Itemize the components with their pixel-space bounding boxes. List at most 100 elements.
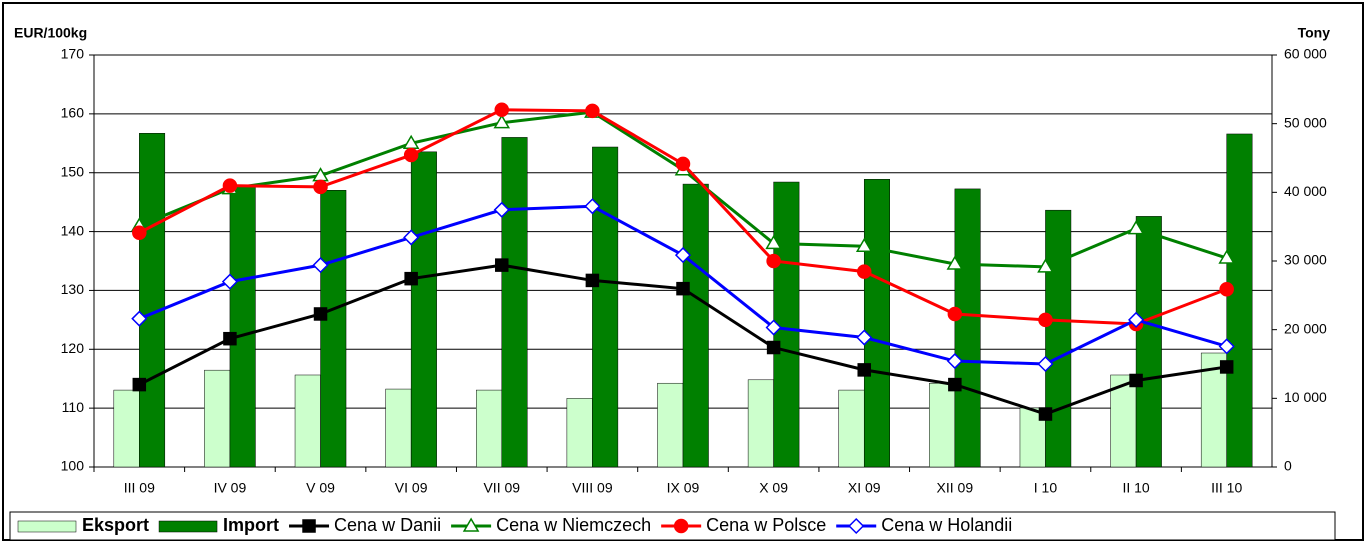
y-tick-label: 110 bbox=[62, 399, 85, 415]
y-tick-label: 100 bbox=[61, 458, 85, 474]
marker bbox=[313, 179, 328, 195]
marker bbox=[765, 234, 782, 250]
y-axis-title: EUR/100kg bbox=[14, 25, 87, 41]
y-tick-label: 150 bbox=[61, 163, 85, 179]
marker bbox=[403, 147, 419, 163]
bar bbox=[1226, 133, 1253, 468]
legend-label: Eksport bbox=[82, 515, 149, 535]
bar bbox=[410, 151, 437, 468]
bar bbox=[294, 374, 321, 468]
bar bbox=[592, 146, 619, 468]
legend-swatch bbox=[158, 520, 218, 533]
legend-label: Cena w Polsce bbox=[706, 515, 826, 535]
marker bbox=[404, 271, 418, 286]
y2-tick-label: 10 000 bbox=[1284, 389, 1327, 405]
x-tick-label: XI 09 bbox=[848, 480, 881, 496]
bar bbox=[929, 382, 956, 468]
bar bbox=[566, 398, 593, 468]
bar bbox=[954, 188, 981, 468]
x-tick-label: XII 09 bbox=[937, 480, 974, 496]
marker bbox=[585, 273, 600, 288]
legend-swatch bbox=[17, 520, 77, 533]
marker bbox=[1038, 407, 1053, 421]
y2-tick-label: 20 000 bbox=[1284, 320, 1327, 336]
bar bbox=[229, 186, 256, 468]
x-tick-label: VI 09 bbox=[395, 480, 428, 496]
marker bbox=[494, 102, 510, 117]
marker bbox=[462, 517, 480, 532]
x-tick-label: II 10 bbox=[1122, 480, 1149, 496]
bar bbox=[385, 388, 412, 468]
marker bbox=[312, 257, 329, 274]
marker bbox=[1218, 338, 1235, 355]
marker bbox=[674, 247, 692, 264]
marker bbox=[856, 329, 873, 346]
marker bbox=[223, 331, 237, 346]
y-tick-label: 160 bbox=[61, 105, 85, 121]
marker bbox=[132, 225, 147, 240]
legend-label: Import bbox=[223, 515, 279, 535]
marker bbox=[1038, 312, 1053, 328]
legend-label: Cena w Danii bbox=[334, 515, 441, 535]
marker bbox=[766, 253, 781, 269]
y-tick-label: 140 bbox=[61, 222, 85, 238]
legend-label: Cena w Niemczech bbox=[496, 515, 651, 535]
marker bbox=[1219, 360, 1234, 374]
bar bbox=[863, 179, 890, 468]
bar bbox=[476, 389, 503, 468]
marker bbox=[585, 103, 600, 119]
bar bbox=[320, 190, 347, 468]
x-tick-label: IV 09 bbox=[214, 480, 247, 496]
marker bbox=[855, 237, 873, 253]
marker bbox=[132, 377, 147, 392]
marker bbox=[673, 518, 689, 534]
marker bbox=[766, 340, 781, 355]
marker bbox=[584, 198, 601, 215]
bar bbox=[747, 379, 774, 468]
marker bbox=[495, 258, 509, 272]
y-tick-label: 120 bbox=[61, 340, 85, 356]
marker bbox=[1127, 220, 1145, 235]
marker bbox=[221, 273, 238, 290]
x-tick-label: X 09 bbox=[759, 480, 788, 496]
marker bbox=[946, 255, 964, 270]
marker bbox=[403, 229, 420, 246]
y2-tick-label: 50 000 bbox=[1284, 114, 1327, 130]
marker bbox=[222, 178, 238, 193]
marker bbox=[1128, 311, 1145, 328]
legend-label: Cena w Holandii bbox=[881, 515, 1012, 535]
marker bbox=[1037, 355, 1054, 373]
bar bbox=[1110, 374, 1137, 468]
marker bbox=[131, 310, 148, 327]
bar bbox=[113, 389, 140, 468]
marker bbox=[765, 319, 782, 336]
y2-tick-label: 0 bbox=[1284, 458, 1292, 474]
bar bbox=[838, 389, 865, 468]
x-tick-label: IX 09 bbox=[667, 480, 700, 496]
bar bbox=[501, 137, 528, 468]
marker bbox=[1037, 258, 1054, 273]
marker bbox=[848, 517, 865, 535]
marker bbox=[1219, 282, 1234, 297]
y-tick-label: 130 bbox=[61, 281, 85, 297]
marker bbox=[493, 201, 510, 218]
marker bbox=[1129, 373, 1143, 388]
legend-box bbox=[9, 511, 1336, 541]
marker bbox=[302, 519, 316, 533]
marker bbox=[948, 377, 962, 392]
x-tick-label: VIII 09 bbox=[572, 480, 613, 496]
x-tick-label: VII 09 bbox=[483, 480, 520, 496]
y2-axis-title: Tony bbox=[1298, 25, 1331, 41]
marker bbox=[856, 264, 872, 279]
y2-tick-label: 30 000 bbox=[1284, 252, 1327, 268]
marker bbox=[946, 352, 963, 370]
marker bbox=[857, 363, 871, 377]
marker bbox=[313, 307, 328, 321]
bar bbox=[1045, 209, 1072, 468]
marker bbox=[493, 114, 511, 129]
y2-tick-label: 40 000 bbox=[1284, 183, 1327, 199]
bar bbox=[139, 133, 166, 468]
y2-tick-label: 60 000 bbox=[1284, 46, 1327, 62]
